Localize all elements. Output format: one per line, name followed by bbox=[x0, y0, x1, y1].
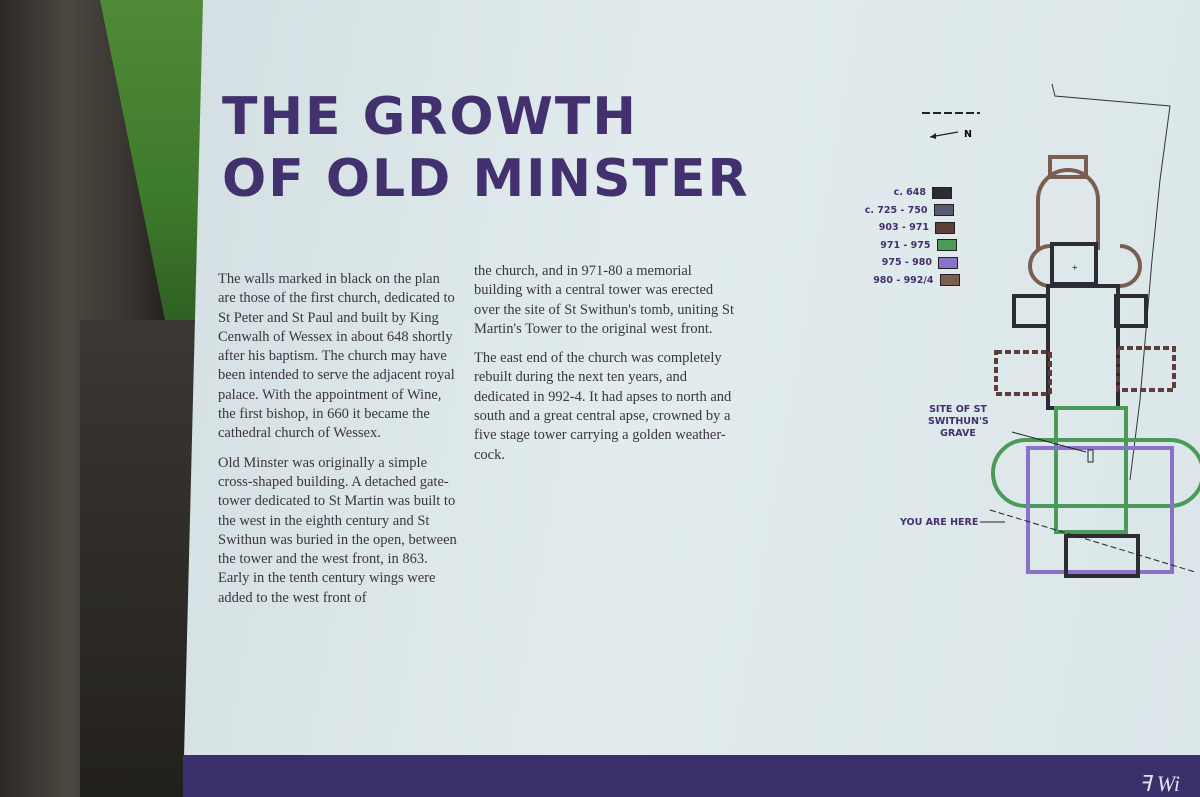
legend-swatch bbox=[935, 221, 955, 234]
plan-legend: c. 648 c. 725 - 750 903 - 971 971 - 975 975 … bbox=[860, 184, 960, 289]
legend-item: 971 - 975 bbox=[865, 237, 957, 255]
paragraph: The east end of the church was completel… bbox=[474, 350, 732, 463]
legend-item: 980 - 992/4 bbox=[868, 272, 960, 290]
text-column-1: The walls marked in black on the plan ar… bbox=[218, 270, 458, 618]
floor-plan: N + bbox=[922, 83, 1200, 578]
legend-label: c. 648 bbox=[893, 187, 926, 199]
svg-text:+: + bbox=[1072, 263, 1078, 274]
legend-item: c. 725 - 750 bbox=[862, 202, 954, 220]
legend-label: 975 - 980 bbox=[881, 257, 932, 269]
you-are-here-label: YOU ARE HERE bbox=[900, 517, 979, 528]
paragraph: The walls marked in black on the plan ar… bbox=[218, 271, 455, 442]
title-line-1: THE GROWTH bbox=[222, 87, 638, 147]
legend-swatch bbox=[933, 204, 954, 217]
text-column-2: the church, and in 971-80 a memorial bui… bbox=[474, 262, 739, 475]
legend-swatch bbox=[932, 186, 952, 199]
legend-label: c. 725 - 750 bbox=[864, 204, 928, 216]
legend-swatch bbox=[938, 256, 958, 269]
legend-item: 975 - 980 bbox=[866, 254, 958, 272]
grave-label: SITE OF ST SWITHUN'S GRAVE bbox=[928, 404, 989, 439]
sign-post bbox=[80, 320, 195, 797]
legend-item: c. 648 bbox=[860, 184, 952, 202]
legend-swatch bbox=[939, 274, 960, 287]
legend-label: 980 - 992/4 bbox=[873, 274, 934, 286]
legend-label: 971 - 975 bbox=[880, 239, 931, 251]
legend-item: 903 - 971 bbox=[863, 219, 955, 237]
legend-label: 903 - 971 bbox=[878, 222, 929, 234]
legend-swatch bbox=[936, 239, 957, 252]
north-label: N bbox=[964, 129, 972, 140]
sign-footer-band: ꟻ Wi bbox=[183, 755, 1200, 797]
footer-logo: ꟻ Wi bbox=[1138, 771, 1180, 796]
title-line-2: OF OLD MINSTER bbox=[222, 149, 750, 209]
boundary-line bbox=[1051, 83, 1171, 481]
paragraph: Old Minster was originally a simple cros… bbox=[218, 454, 457, 606]
information-sign bbox=[183, 0, 1200, 797]
paragraph: the church, and in 971-80 a memorial bui… bbox=[474, 263, 734, 337]
sign-title: THE GROWTH OF OLD MINSTER bbox=[222, 86, 750, 210]
